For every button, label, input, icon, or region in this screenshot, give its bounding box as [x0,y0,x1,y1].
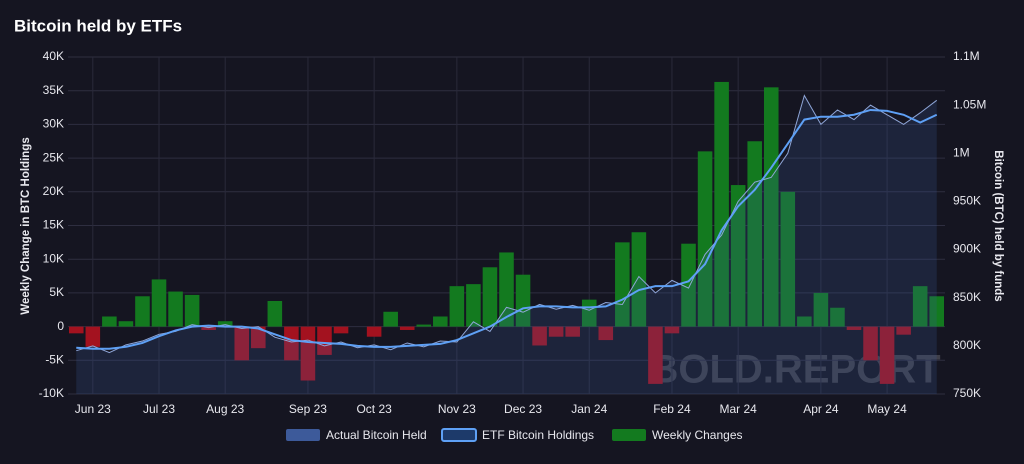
bar [184,294,200,327]
bar [466,284,481,327]
bar [912,286,928,327]
bar [548,326,564,337]
bar [102,316,117,327]
bar [763,87,779,327]
bar [317,326,332,355]
x-tick-label: Nov 23 [438,402,476,416]
bar [151,279,167,327]
legend-swatch [441,428,477,442]
x-tick-label: Aug 23 [206,402,244,416]
bar [118,321,134,327]
y2-tick-label: 1.1M [953,49,980,63]
legend-swatch [612,429,646,441]
legend-swatch [286,429,320,441]
bar [284,326,299,361]
bar [846,326,862,330]
x-tick-label: Mar 24 [719,402,757,416]
bar [383,311,398,327]
y-tick-label: 10K [43,251,64,265]
bar [135,296,150,327]
bar [532,326,547,346]
x-tick-label: Jul 23 [143,402,175,416]
y-tick-label: 30K [43,117,64,131]
bar [565,326,580,337]
bar [615,242,630,327]
y-tick-label: 15K [43,218,64,232]
x-tick-label: Oct 23 [356,402,392,416]
bar [366,326,382,337]
x-tick-label: Jan 24 [571,402,607,416]
y-tick-label: -10K [39,386,64,400]
bar [267,300,283,327]
legend-label: Actual Bitcoin Held [326,428,427,442]
bar [681,243,696,327]
bar [217,321,233,327]
bar [830,307,845,327]
legend-label: ETF Bitcoin Holdings [482,428,594,442]
bar [515,274,531,327]
x-tick-label: May 24 [867,402,907,416]
y2-tick-label: 750K [953,386,981,400]
bar [780,191,796,327]
bar [433,316,448,327]
line [76,108,938,350]
bar [730,185,746,327]
y-tick-label: 20K [43,184,64,198]
bar [896,326,911,335]
bar [251,326,266,349]
y-axis-title: Weekly Change in BTC Holdings [20,137,32,314]
y-tick-label: 25K [43,150,64,164]
y2-axis-title: Bitcoin (BTC) held by funds [992,150,1004,301]
bar [631,232,647,327]
x-tick-label: Apr 24 [803,402,839,416]
bar [929,296,945,327]
bar [697,151,713,327]
y-tick-label: 0 [57,319,64,333]
bar [598,326,614,341]
bar [879,326,895,384]
bar [85,326,101,347]
bar [747,141,762,327]
legend-label: Weekly Changes [652,428,743,442]
bar [664,326,680,334]
bar [416,324,432,327]
x-tick-label: Feb 24 [653,402,691,416]
bar [482,267,498,327]
bar [168,291,183,327]
bar [333,326,349,334]
bar [863,326,878,361]
bar [449,286,465,327]
y2-tick-label: 1M [953,145,970,159]
area-fill [76,95,937,394]
x-tick-label: Sep 23 [289,402,327,416]
bar [813,292,829,327]
bar [648,326,663,384]
bar [68,326,84,334]
y2-tick-label: 950K [953,194,981,208]
x-tick-label: Jun 23 [75,402,111,416]
y-tick-label: 5K [49,285,64,299]
bar [797,316,812,327]
bar [714,81,729,327]
y2-tick-label: 850K [953,290,981,304]
x-tick-label: Dec 23 [504,402,542,416]
y-tick-label: 40K [43,49,64,63]
bar [399,326,415,330]
y-tick-label: 35K [43,83,64,97]
chart-title: Bitcoin held by ETFs [14,16,182,35]
y2-tick-label: 900K [953,242,981,256]
y-tick-label: -5K [45,352,64,366]
bar [201,326,216,330]
y2-tick-label: 800K [953,338,981,352]
bar [234,326,250,361]
y2-tick-label: 1.05M [953,97,986,111]
